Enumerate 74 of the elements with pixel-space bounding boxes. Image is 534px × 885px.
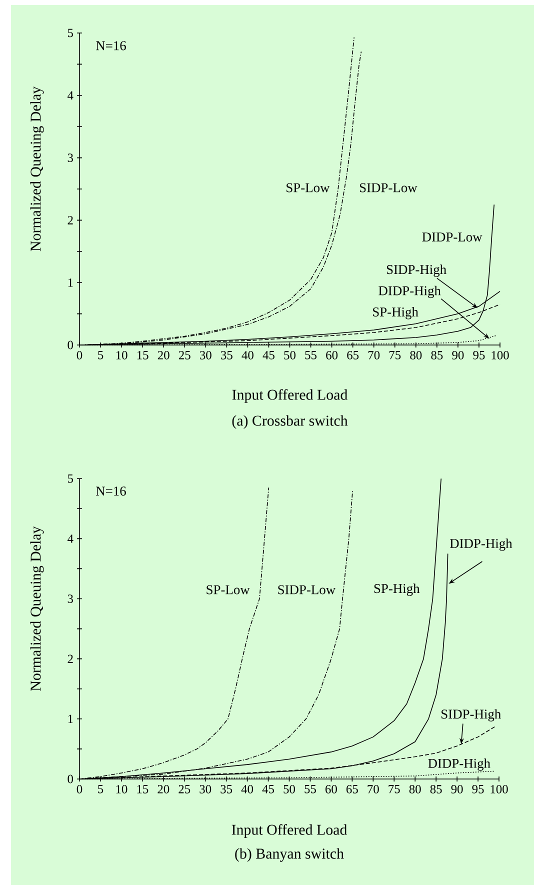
x-tick-label: 10 [116,785,128,794]
annotation: N=16 [96,41,126,50]
legend-label: SP-High [374,584,420,596]
x-tick-label: 15 [137,785,148,794]
x-tick-label: 20 [158,351,170,360]
y-tick-label: 4 [68,91,74,100]
y-tick-label: 2 [68,216,73,224]
x-axis-title: Input Offered Load [232,389,348,403]
x-tick-label: 35 [221,350,232,360]
series-label: SP-High [373,307,418,320]
y-tick-label: 1 [68,278,73,287]
x-tick-label: 5 [98,785,104,794]
y-tick-label: 3 [68,594,73,603]
x-tick-label: 90 [451,785,463,794]
text: (b) Banyan switch [235,848,344,862]
x-tick-label: 90 [452,351,464,360]
series-label: SIDP-High [442,709,501,722]
y-tick-label: 5 [68,28,73,38]
series-label: SIDP-Low [278,585,336,594]
y-tick-label: 3 [68,154,73,162]
x-tick-label: 65 [346,784,358,794]
x-tick-label: 45 [262,350,274,360]
x-tick-label: 40 [241,785,254,794]
annotation: N=16 [96,486,126,496]
series-label: DIDP-High [450,538,512,551]
x-axis-title: Input Offered Load [232,824,348,838]
x-tick-label: 95 [472,784,484,794]
series-label: DIDP-High [428,758,490,771]
y-tick-label: 0 [68,774,74,784]
x-tick-label: 85 [430,785,442,794]
x-tick-label: 55 [305,351,317,360]
y-axis-title: Normalized Queuing Delay [30,86,44,252]
text: DIDP-High [378,286,441,298]
x-tick-label: 5 [98,351,104,360]
x-tick-label: 30 [200,785,212,794]
x-tick-label: 70 [368,351,380,360]
series-label: DIDP-Low [422,232,482,242]
x-tick-label: 25 [178,784,190,794]
x-tick-label: 75 [388,785,400,794]
x-tick-label: 95 [473,350,485,360]
x-tick-label: 25 [178,350,190,360]
series-label: SIDP-Low [360,183,418,192]
x-tick-label: 60 [326,351,338,360]
y-tick-label: 2 [68,654,73,663]
x-tick-label: 60 [326,785,337,794]
x-tick-label: 30 [200,351,212,360]
y-tick-label: 5 [68,474,73,483]
y-tick-label: 0 [68,340,74,350]
series-label: SP-Low [206,585,250,594]
x-tick-label: 45 [262,784,274,794]
x-tick-label: 70 [368,785,379,794]
x-tick-label: 35 [220,784,232,794]
x-tick-label: 40 [242,351,254,360]
x-tick-label: 75 [389,351,401,360]
x-tick-label: 80 [410,351,422,360]
series-label: SP-Low [286,183,330,192]
x-tick-label: 85 [431,351,443,360]
x-tick-label: 50 [284,785,295,794]
y-tick-label: 4 [68,534,74,543]
x-tick-label: 80 [409,785,421,794]
x-tick-label: 100 [492,351,509,360]
x-tick-label: 65 [347,350,359,360]
x-tick-label: 20 [158,785,170,794]
x-tick-label: 50 [284,351,296,360]
x-tick-label: 10 [116,351,128,360]
text: SIDP-High [386,264,446,277]
y-axis-title: Normalized Queuing Delay [30,526,44,691]
x-tick-label: 100 [490,785,508,794]
x-tick-label: 15 [137,351,148,360]
x-tick-label: 0 [76,785,82,794]
y-tick-label: 1 [68,714,73,724]
text: (a) Crossbar switch [232,415,348,429]
x-tick-label: 0 [76,351,82,360]
x-tick-label: 55 [304,785,316,794]
